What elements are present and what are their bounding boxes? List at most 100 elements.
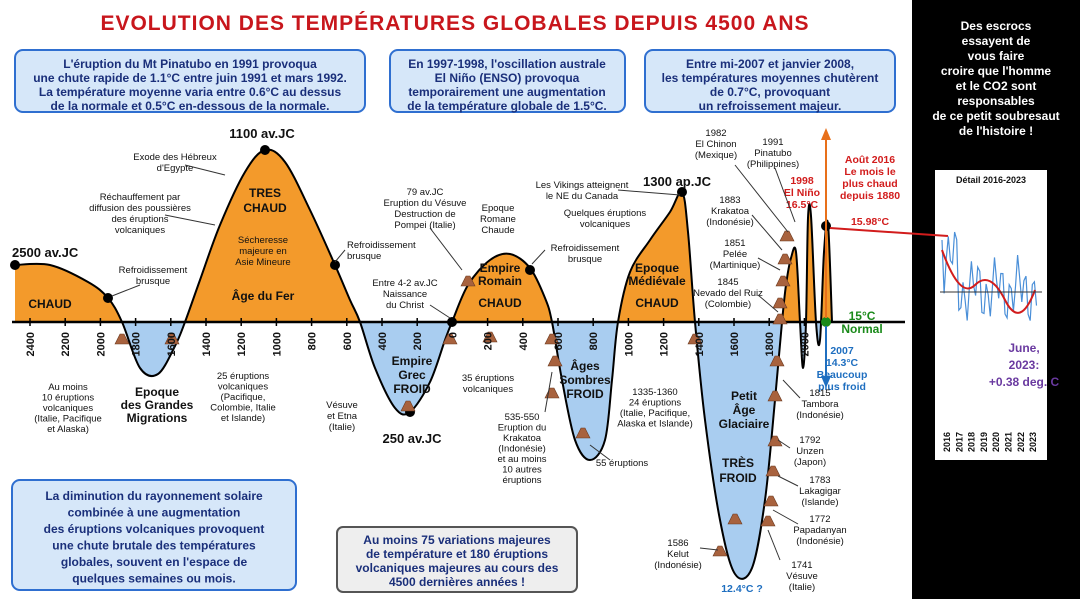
pointer-line [111,284,141,297]
annotation: des éruptions [111,214,168,225]
annotation: Refroidissement [119,265,188,276]
annotation: Sombres [559,373,611,387]
annotation: Romain [478,274,522,288]
annotation: Le mois le [844,166,896,178]
inset-trace [941,231,1038,321]
info-text: de la température globale de 1.5°C. [407,99,607,113]
volcano-icon [760,515,776,527]
info-text: Au moins 75 variations majeures [363,533,551,547]
info-text: L'éruption du Mt Pinatubo en 1991 provoq… [63,57,317,71]
volcano-icon [767,390,783,402]
annotation: Entre 4-2 av.JC [372,278,437,289]
annotation: 2500 av.JC [12,245,79,260]
annotation: Unzen [796,446,823,457]
annotation: 25 éruptions [217,371,270,382]
annotation: Nevado del Ruiz [693,288,763,299]
pointer-line [164,214,216,226]
annotation: Migrations [127,411,188,425]
info-text: temporairement une augmentation [408,85,605,99]
annotation: Eruption du Vésuve [384,198,467,209]
pointer-line [531,249,546,265]
annotation: (Indonésie) [706,217,754,228]
annotation: Empire [480,261,521,275]
annotation: Réchauffement par [100,192,181,203]
annotation: Petit [731,389,757,403]
annotation: 1998 [790,175,814,187]
annotation: d'Egypte [157,163,194,174]
annotation: volcaniques [115,225,165,236]
annotation: (Mexique) [695,150,737,161]
pointer-line [589,444,611,461]
annotation: Pelée [723,249,747,260]
annotation: 1792 [799,435,820,446]
annotation: (Philippines) [747,159,799,170]
annotation: Asie Mineure [235,257,290,268]
annotation: Médiévale [628,274,686,288]
annotation: 1883 [719,195,740,206]
annotation: 1815 [809,388,830,399]
annotation: Vésuve [326,400,358,411]
info-text: Entre mi-2007 et janvier 2008, [686,57,854,71]
inset-note: 2023: [1009,358,1040,372]
inset-note: +0.38 deg. C [989,375,1060,389]
annotation: 1783 [809,475,830,486]
annotation: plus chaud [842,178,897,190]
info-text: combinée à une augmentation [68,506,241,520]
annotation: TRÈS [722,455,754,470]
inset-year: 2019 [979,432,989,452]
annotation: Eruption du [498,423,547,434]
annotation: Au moins [48,382,88,393]
info-box [11,479,297,591]
volcano-icon [767,435,783,447]
inset-title: Détail 2016-2023 [956,175,1026,185]
curve-line [14,148,833,580]
axis-tick-label: 1800 [764,332,776,356]
annotation: Tambora [802,399,840,410]
annotation: 10 éruptions [42,393,95,404]
volcano-icon [775,275,791,287]
annotation: Âges [570,358,600,373]
annotation: Destruction de [394,209,455,220]
cold-arrowhead [821,376,831,388]
annotation: 1100 av.JC [229,126,295,141]
temperature-curve [14,148,833,580]
title: EVOLUTION DES TEMPÉRATURES GLOBALES DEPU… [100,12,809,35]
annotation: CHAUD [478,296,522,310]
annotation: 16.5°C [786,199,819,211]
inset-note: June, [1008,341,1039,355]
info-box [14,49,366,113]
inset-trend [941,249,1036,314]
annotation: volcaniques [43,403,93,414]
curve-point [103,293,113,303]
annotation: brusque [347,251,381,262]
pointer-line [777,439,791,449]
annotation: 1772 [809,514,830,525]
pointer-line [757,257,781,271]
curve-point [260,145,270,155]
side-text: croire que l'homme [941,64,1052,78]
pointer-line [334,249,346,263]
info-box [644,49,896,113]
annotation: 79 av.JC [407,187,444,198]
volcano-icon [687,333,703,345]
annotation: 1300 ap.JC [643,174,712,189]
annotation: Romane [480,214,516,225]
annotation: 15°C [849,309,876,323]
pointer-line [772,509,799,525]
annotation: 250 av.JC [382,431,442,446]
axis-tick-label: 800 [588,332,600,350]
annotation: Normal [841,322,882,336]
pointer-line [734,164,789,233]
annotation: 55 éruptions [596,458,649,469]
annotation: et Islande) [221,413,265,424]
annotation: Chaude [481,225,514,236]
info-text: La température moyenne varia entre 0.6°C… [39,85,342,99]
info-text: quelques semaines ou mois. [72,572,235,586]
normal-point [821,317,831,327]
annotation: Kelut [667,549,689,560]
axis-tick-label: 2000 [799,332,811,356]
annotation: Refroidissement [347,240,416,251]
annotation: CHAUD [243,201,287,215]
annotation: plus froid [818,381,866,393]
annotation: 1586 [667,538,688,549]
